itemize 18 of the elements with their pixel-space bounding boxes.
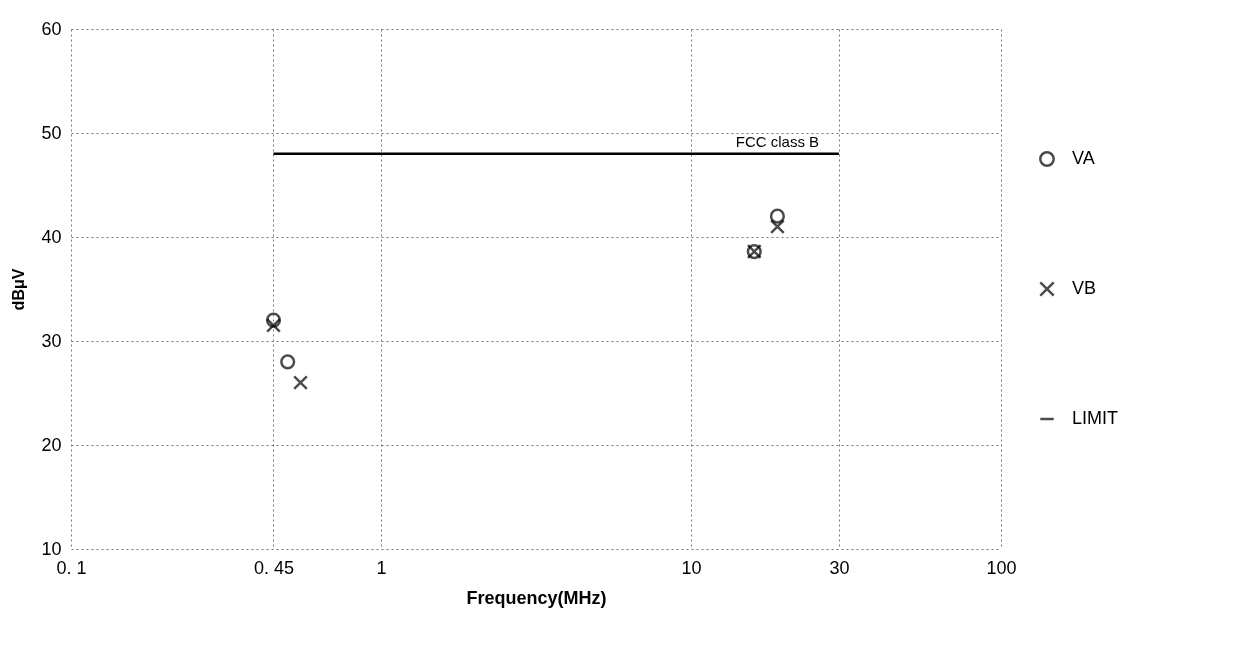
x-tick-label: 100 [986,557,1017,578]
y-tick-label: 60 [41,18,62,39]
y-tick-label: 30 [41,330,62,351]
x-tick-label: 1 [376,557,387,578]
x-tick-label: 10 [681,557,702,578]
x-axis-title: Frequency(MHz) [466,587,607,608]
y-axis-title: dBμV [10,268,28,311]
x-tick-label: 30 [829,557,850,578]
x-tick-label: 0. 1 [56,557,87,578]
y-tick-label: 40 [41,226,62,247]
y-tick-label: 20 [41,434,62,455]
y-tick-label: 50 [41,122,62,143]
y-tick-label: 10 [41,538,62,559]
legend-label: VA [1072,148,1095,168]
legend-label: VB [1072,278,1097,298]
annotation: FCC class B [735,132,820,150]
legend-label: LIMIT [1072,408,1119,428]
x-tick-label: 0. 45 [253,557,295,578]
